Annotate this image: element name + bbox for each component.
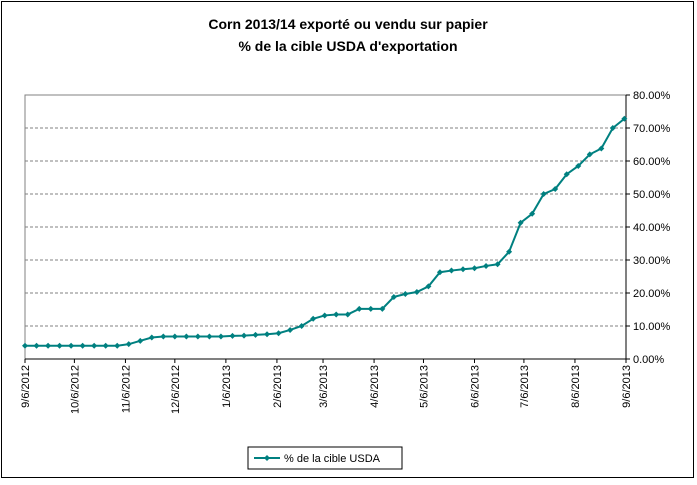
point [68,342,75,349]
point [436,269,443,276]
point [621,115,628,122]
x-tick-label: 8/6/2013 [570,365,582,408]
point [264,331,271,338]
point [229,332,236,339]
x-tick-label: 9/6/2013 [621,365,633,408]
point [540,191,547,197]
point [217,333,224,340]
point [367,305,374,312]
point [356,305,363,312]
point [379,305,386,312]
y-tick-label: 70.00% [633,123,671,135]
x-tick-label: 9/6/2012 [20,365,32,408]
point [45,342,52,349]
point [160,333,167,340]
y-tick-label: 10.00% [633,321,671,333]
point [79,342,86,349]
point [298,323,305,329]
point [586,151,593,158]
point [252,331,259,338]
point [575,162,582,169]
y-tick-label: 0.00% [633,354,664,366]
point [471,265,478,272]
point [148,334,155,341]
point [483,262,490,269]
x-tick-label: 4/6/2013 [369,365,381,408]
x-tick-label: 3/6/2013 [318,365,330,408]
y-tick-label: 20.00% [633,288,671,300]
point [390,293,397,300]
x-tick-label: 1/6/2013 [221,365,233,408]
point [563,171,570,178]
point [413,289,420,296]
y-tick-label: 80.00% [633,90,671,102]
point [206,333,213,340]
point [22,342,28,349]
point [91,342,98,349]
legend-label: % de la cible USDA [284,453,381,465]
y-tick-label: 40.00% [633,222,671,234]
point [194,333,201,340]
point [56,342,63,349]
y-tick-label: 50.00% [633,189,671,201]
x-tick-label: 7/6/2013 [519,365,531,408]
y-tick-label: 30.00% [633,255,671,267]
point [459,266,466,273]
x-tick-label: 12/6/2012 [170,365,182,414]
x-tick-label: 5/6/2013 [418,365,430,408]
point [333,311,340,318]
chart-title: Corn 2013/14 exporté ou vendu sur papier [208,16,488,32]
point [240,332,247,339]
point [275,330,282,337]
point [137,337,144,344]
point [506,248,513,255]
legend-box [247,446,403,470]
point [171,333,178,340]
point [102,342,109,349]
point [552,186,559,193]
y-tick-label: 60.00% [633,156,671,168]
point [609,125,616,131]
point [344,311,351,318]
x-tick-label: 10/6/2012 [69,365,81,414]
chart-subtitle: % de la cible USDA d'exportation [238,38,457,54]
point [287,326,294,333]
point [529,210,536,217]
x-tick-label: 6/6/2013 [470,365,482,408]
point [125,341,132,348]
point [321,312,328,319]
x-tick-label: 2/6/2013 [272,365,284,408]
legend-marker [264,455,270,461]
chart-frame [1,1,694,478]
point [402,290,409,297]
point [598,145,605,152]
x-tick-label: 11/6/2012 [120,365,132,413]
point [310,315,317,322]
point [448,267,455,274]
point [183,333,190,340]
point [33,342,40,349]
point [114,342,121,349]
point [494,261,501,268]
point [517,219,524,226]
point [425,283,432,290]
